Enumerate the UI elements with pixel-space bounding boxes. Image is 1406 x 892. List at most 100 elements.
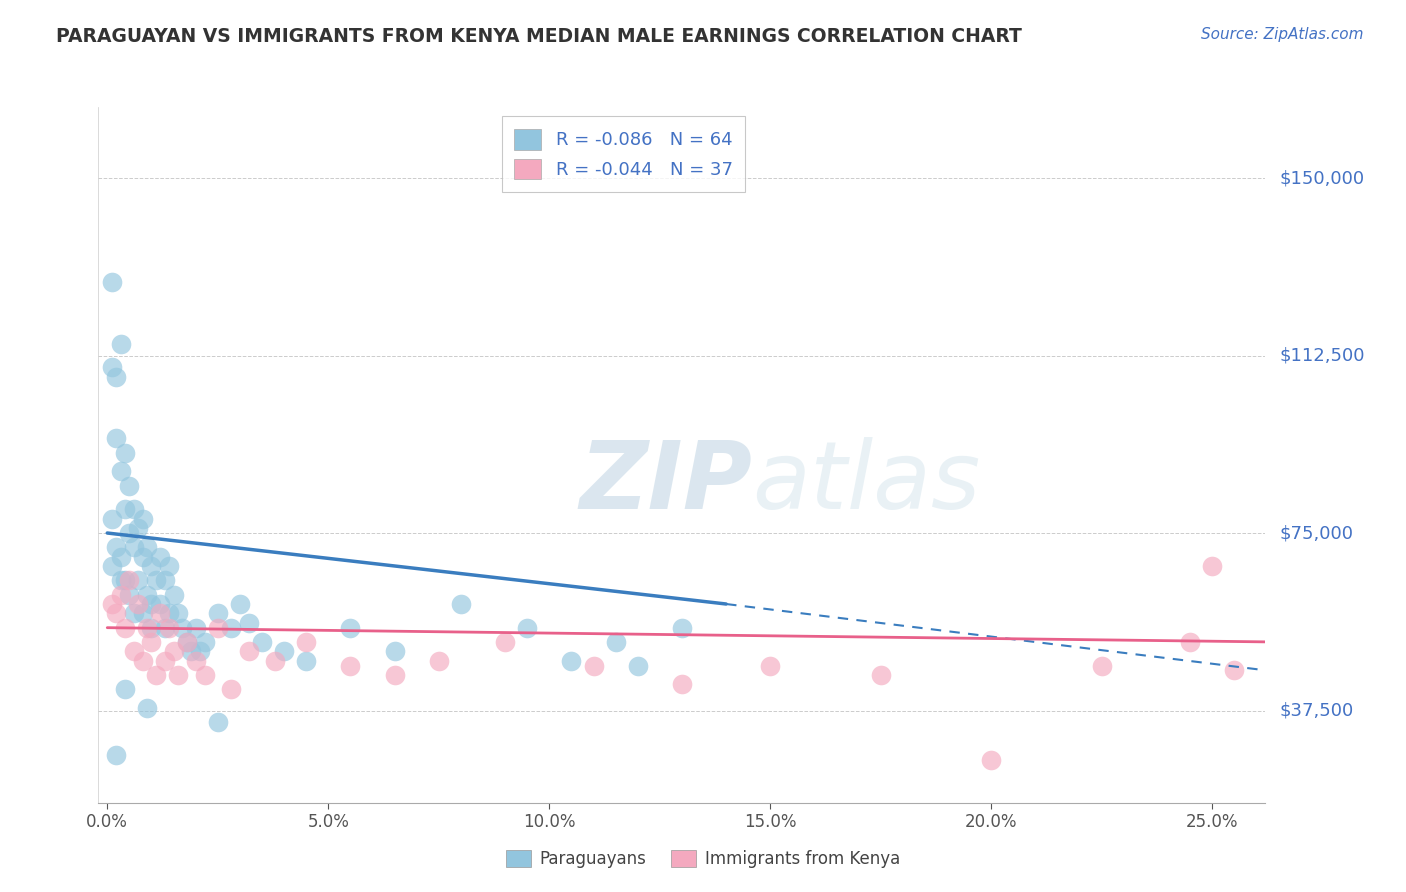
Point bbox=[427, 654, 450, 668]
Point bbox=[759, 658, 782, 673]
Point bbox=[627, 658, 650, 673]
Text: $150,000: $150,000 bbox=[1279, 169, 1365, 187]
Point bbox=[105, 607, 128, 621]
Point bbox=[114, 621, 136, 635]
Legend: R = -0.086   N = 64, R = -0.044   N = 37: R = -0.086 N = 64, R = -0.044 N = 37 bbox=[502, 116, 745, 192]
Point bbox=[127, 597, 149, 611]
Point bbox=[560, 654, 582, 668]
Point bbox=[122, 502, 145, 516]
Point bbox=[118, 588, 141, 602]
Text: atlas: atlas bbox=[752, 437, 980, 528]
Point bbox=[494, 635, 516, 649]
Point bbox=[157, 607, 180, 621]
Point bbox=[145, 574, 167, 588]
Point bbox=[339, 658, 361, 673]
Point bbox=[110, 465, 132, 479]
Point bbox=[1180, 635, 1202, 649]
Text: $112,500: $112,500 bbox=[1279, 346, 1365, 365]
Point bbox=[1201, 559, 1223, 574]
Point bbox=[149, 597, 172, 611]
Point bbox=[167, 668, 190, 682]
Point bbox=[188, 644, 211, 658]
Point bbox=[207, 607, 229, 621]
Point bbox=[176, 635, 198, 649]
Point bbox=[100, 275, 122, 289]
Point bbox=[110, 588, 132, 602]
Point bbox=[162, 644, 184, 658]
Point bbox=[114, 502, 136, 516]
Point bbox=[118, 478, 141, 492]
Point bbox=[184, 654, 207, 668]
Point bbox=[131, 654, 153, 668]
Point bbox=[193, 668, 215, 682]
Point bbox=[141, 597, 163, 611]
Point bbox=[605, 635, 627, 649]
Point bbox=[250, 635, 273, 649]
Point bbox=[339, 621, 361, 635]
Point bbox=[122, 540, 145, 554]
Point bbox=[238, 615, 260, 630]
Point bbox=[105, 748, 128, 763]
Point bbox=[141, 559, 163, 574]
Point bbox=[100, 559, 122, 574]
Point bbox=[516, 621, 538, 635]
Point bbox=[384, 644, 406, 658]
Point bbox=[180, 644, 202, 658]
Point bbox=[157, 559, 180, 574]
Point bbox=[162, 588, 184, 602]
Point bbox=[136, 701, 159, 715]
Point bbox=[141, 635, 163, 649]
Point bbox=[118, 526, 141, 541]
Point bbox=[384, 668, 406, 682]
Point bbox=[136, 540, 159, 554]
Point bbox=[105, 540, 128, 554]
Point bbox=[176, 635, 198, 649]
Point bbox=[153, 621, 176, 635]
Text: Source: ZipAtlas.com: Source: ZipAtlas.com bbox=[1201, 27, 1364, 42]
Point bbox=[450, 597, 472, 611]
Point bbox=[153, 574, 176, 588]
Text: $37,500: $37,500 bbox=[1279, 701, 1354, 720]
Point bbox=[127, 521, 149, 535]
Point bbox=[172, 621, 194, 635]
Point bbox=[193, 635, 215, 649]
Point bbox=[131, 607, 153, 621]
Point bbox=[671, 621, 693, 635]
Point bbox=[869, 668, 891, 682]
Point bbox=[295, 635, 318, 649]
Point bbox=[100, 512, 122, 526]
Text: $75,000: $75,000 bbox=[1279, 524, 1354, 542]
Text: PARAGUAYAN VS IMMIGRANTS FROM KENYA MEDIAN MALE EARNINGS CORRELATION CHART: PARAGUAYAN VS IMMIGRANTS FROM KENYA MEDI… bbox=[56, 27, 1022, 45]
Point bbox=[136, 621, 159, 635]
Point bbox=[105, 369, 128, 384]
Text: ZIP: ZIP bbox=[579, 437, 752, 529]
Point bbox=[582, 658, 605, 673]
Point bbox=[157, 621, 180, 635]
Point bbox=[264, 654, 287, 668]
Point bbox=[141, 621, 163, 635]
Point bbox=[100, 360, 122, 375]
Point bbox=[122, 607, 145, 621]
Point bbox=[153, 654, 176, 668]
Point bbox=[238, 644, 260, 658]
Point bbox=[1223, 663, 1246, 677]
Point bbox=[219, 621, 242, 635]
Point bbox=[105, 431, 128, 445]
Point bbox=[110, 574, 132, 588]
Point bbox=[131, 512, 153, 526]
Point bbox=[100, 597, 122, 611]
Point bbox=[1091, 658, 1114, 673]
Point bbox=[122, 644, 145, 658]
Point bbox=[114, 445, 136, 459]
Point bbox=[207, 621, 229, 635]
Point bbox=[149, 549, 172, 564]
Point bbox=[229, 597, 252, 611]
Point bbox=[110, 336, 132, 351]
Point bbox=[127, 574, 149, 588]
Point bbox=[145, 668, 167, 682]
Point bbox=[273, 644, 295, 658]
Point bbox=[110, 549, 132, 564]
Point bbox=[184, 621, 207, 635]
Point bbox=[167, 607, 190, 621]
Point bbox=[207, 715, 229, 730]
